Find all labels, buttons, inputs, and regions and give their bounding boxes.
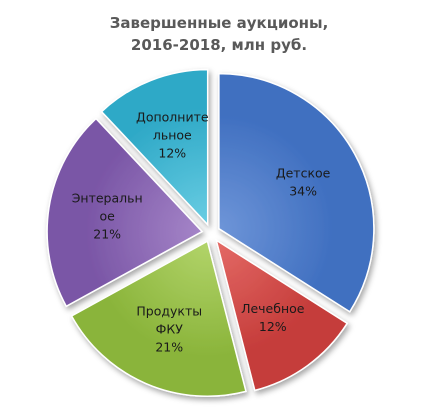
pie-slices [46,68,375,397]
slice-name-label-3-line-1: Продукты [136,303,202,318]
slice-name-label-5-line-1: Дополните [136,109,209,124]
chart-title-line-2: 2016-2018, млн руб. [131,36,307,54]
chart-title-line-1: Завершенные аукционы, [110,14,329,32]
slice-value-label-5: 12% [158,145,186,160]
slice-value-label-4: 21% [93,227,121,242]
pie-slice-1 [218,72,375,313]
pie-slice-4 [46,117,204,308]
slice-name-label-2-line-1: Лечебное [241,301,305,316]
pie-slice-3 [70,240,247,397]
slice-name-label-1-line-1: Детское [276,165,331,180]
slice-name-label-3-line-2: ФКУ [156,321,184,336]
slice-name-label-4-line-2: ое [100,209,116,224]
slice-value-label-3: 21% [155,339,183,354]
pie-slice-2 [215,238,349,392]
pie-slice-5 [100,68,209,227]
slice-value-label-2: 12% [259,319,287,334]
pie-labels: Детское 34% Лечебное 12% Продукты ФКУ 21% Энтер… [72,109,331,354]
slice-name-label-4-line-1: Энтеральн [72,191,143,206]
slice-value-label-1: 34% [289,183,317,198]
slice-name-label-5-line-2: льное [153,127,192,142]
